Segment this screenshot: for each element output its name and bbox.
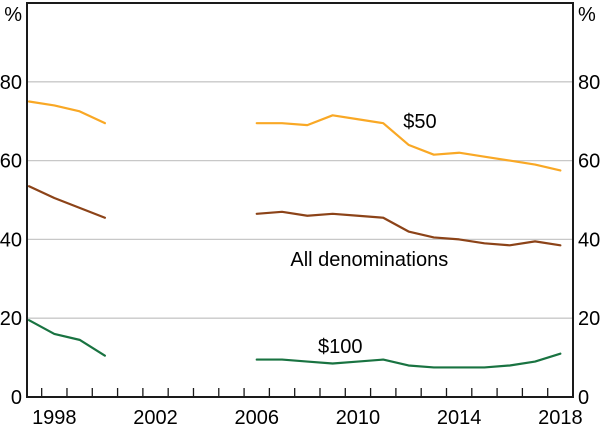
y-tick-label-left-20: 20	[0, 308, 22, 330]
plot-frame	[26, 2, 574, 398]
series-line--50-seg1	[27, 100, 107, 125]
y-tick-label-left-0: 0	[11, 387, 22, 409]
x-tick-label-2014: 2014	[437, 407, 482, 429]
y-tick-label-left-80: 80	[0, 72, 22, 94]
y-tick-label-left-60: 60	[0, 151, 22, 173]
x-tick-label-2018: 2018	[538, 407, 583, 429]
y-tick-label-right-0: 0	[578, 387, 589, 409]
x-tick-label-2010: 2010	[336, 407, 381, 429]
y-tick-label-right-40: 40	[578, 229, 600, 251]
series-line--100-seg1	[27, 319, 107, 357]
series-line--50-seg2	[255, 114, 562, 172]
y-tick-label-right-60: 60	[578, 151, 600, 173]
series-line--100-seg2	[255, 352, 562, 369]
y-tick-label-left-40: 40	[0, 229, 22, 251]
y-tick-label-right-80: 80	[578, 72, 600, 94]
y-axis-unit-right: %	[578, 4, 596, 26]
y-tick-label-right-20: 20	[578, 308, 600, 330]
x-tick-label-2006: 2006	[234, 407, 279, 429]
series-line-all-denominations-seg2	[255, 210, 562, 247]
series-line-all-denominations-seg1	[27, 185, 107, 219]
series-annotation-all-denominations: All denominations	[290, 249, 448, 271]
x-tick-label-2002: 2002	[133, 407, 178, 429]
series-annotation--100: $100	[318, 336, 363, 358]
y-axis-unit-left: %	[4, 4, 22, 26]
x-tick-label-1998: 1998	[32, 407, 77, 429]
series-annotation--50: $50	[403, 111, 436, 133]
